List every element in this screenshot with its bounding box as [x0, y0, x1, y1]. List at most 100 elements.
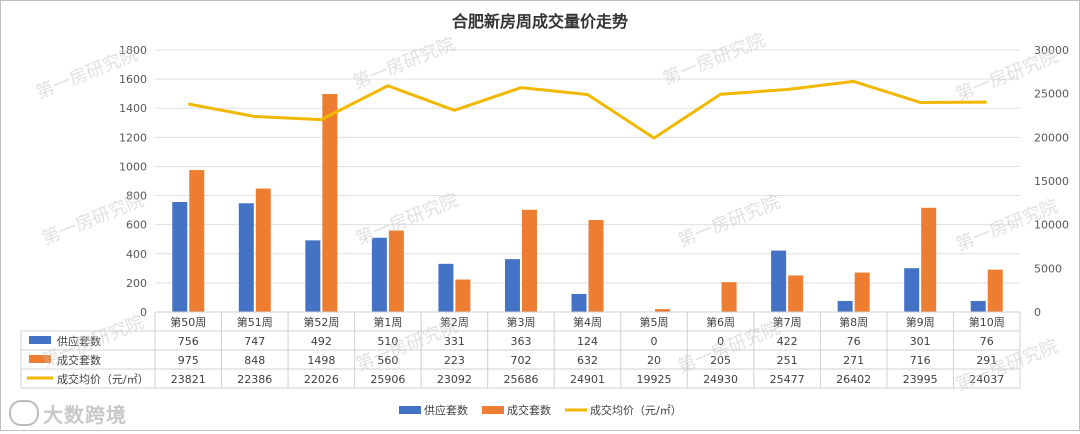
bar: [322, 93, 338, 312]
y-right-tick-label: 10000: [1034, 219, 1069, 232]
table-cell: 20: [647, 354, 661, 367]
watermark-logo-text: 大数跨境: [43, 402, 127, 427]
bar: [921, 207, 937, 312]
table-cell: 23092: [437, 373, 472, 386]
gridlines: [155, 49, 1020, 313]
table-cell: 492: [311, 335, 332, 348]
category-label: 第50周: [170, 315, 206, 329]
table-cell: 22386: [237, 373, 272, 386]
y-right-tick-label: 25000: [1034, 88, 1069, 101]
table-cell: 1498: [307, 354, 335, 367]
y-right-tick-label: 5000: [1034, 262, 1062, 275]
y-right-tick-label: 0: [1034, 306, 1041, 319]
table-cell: 0: [717, 335, 724, 348]
table-cell: 205: [710, 354, 731, 367]
category-label: 第8周: [839, 315, 868, 329]
y-left-tick-label: 1000: [119, 160, 147, 173]
y-left-tick-label: 1600: [119, 73, 147, 86]
bar: [987, 269, 1003, 312]
category-label: 第1周: [373, 315, 402, 329]
bar: [970, 300, 986, 312]
table-cell: 24901: [570, 373, 605, 386]
legend-label: 供应套数: [424, 403, 468, 417]
y-left-tick-label: 1200: [119, 131, 147, 144]
category-label: 第51周: [237, 315, 273, 329]
y-axis-left: 0 200 400 600 800 1000 1200 1400 1600 1800: [119, 44, 147, 319]
bar: [438, 263, 454, 312]
chart-title: 合肥新房周成交量价走势: [452, 12, 628, 31]
bar: [771, 250, 787, 312]
bar: [837, 300, 853, 312]
table-cell: 0: [651, 335, 658, 348]
legend-label: 成交套数: [507, 403, 551, 417]
bar: [521, 209, 537, 312]
category-label: 第3周: [506, 315, 535, 329]
data-table: 第50周 第51周 第52周 第1周 第2周 第3周 第4周 第5周 第6周 第7周 第8周 第9周 第…: [20, 311, 1021, 389]
bar: [788, 275, 804, 312]
y-left-tick-label: 600: [126, 219, 147, 232]
table-cell: 22026: [304, 373, 339, 386]
bar: [238, 203, 254, 312]
table-cell: 19925: [637, 373, 672, 386]
legend-swatch: [482, 406, 504, 414]
y-left-tick-label: 800: [126, 190, 147, 203]
y-axis-right: 0 5000 10000 15000 20000 25000 30000: [1034, 44, 1069, 319]
y-right-tick-label: 30000: [1034, 44, 1069, 57]
bar: [655, 309, 671, 312]
watermark-text: 第一房研究院: [953, 336, 1061, 396]
table-cell: 124: [577, 335, 598, 348]
table-cell: 848: [244, 354, 265, 367]
legend: 供应套数 成交套数 成交均价（元/㎡）: [399, 403, 682, 417]
table-cell: 25906: [370, 373, 405, 386]
table-cell: 510: [377, 335, 398, 348]
table-cell: 223: [444, 354, 465, 367]
watermark-text: 第一房研究院: [350, 34, 458, 94]
category-label: 第52周: [303, 315, 339, 329]
bar: [455, 279, 471, 312]
bar: [388, 230, 404, 312]
table-cell: 251: [777, 354, 798, 367]
category-label: 第9周: [906, 315, 935, 329]
category-label: 第4周: [573, 315, 602, 329]
bar: [172, 201, 188, 312]
bar: [371, 237, 387, 312]
y-left-tick-label: 400: [126, 248, 147, 261]
watermark-logo: 大数跨境: [9, 397, 127, 429]
table-cell: 25686: [503, 373, 538, 386]
bar: [571, 293, 587, 312]
legend-label: 成交均价（元/㎡）: [590, 403, 682, 417]
table-cell: 560: [377, 354, 398, 367]
table-cell: 363: [510, 335, 531, 348]
bar: [588, 220, 604, 312]
bar: [504, 259, 520, 312]
watermark-text: 第一房研究院: [660, 30, 768, 90]
table-cell: 76: [980, 335, 994, 348]
table-cell: 23995: [903, 373, 938, 386]
legend-swatch: [399, 406, 421, 414]
price-line: [187, 79, 987, 140]
table-series-label: 供应套数: [57, 334, 101, 348]
weibo-logo-icon: [9, 400, 39, 426]
table-cell: 756: [178, 335, 199, 348]
table-legend-swatch: [29, 355, 51, 363]
table-cell: 291: [976, 354, 997, 367]
y-left-tick-label: 1400: [119, 102, 147, 115]
category-label: 第5周: [640, 315, 669, 329]
table-cell: 271: [843, 354, 864, 367]
table-cell: 716: [910, 354, 931, 367]
table-cell: 23821: [171, 373, 206, 386]
table-cell: 25477: [770, 373, 805, 386]
bar: [721, 282, 737, 312]
table-cell: 422: [777, 335, 798, 348]
category-label: 第6周: [706, 315, 735, 329]
table-cell: 24037: [969, 373, 1004, 386]
bars: [172, 93, 1003, 312]
price-line-path: [187, 79, 987, 140]
y-left-tick-label: 1800: [119, 44, 147, 57]
y-left-tick-label: 200: [126, 277, 147, 290]
y-right-tick-label: 15000: [1034, 175, 1069, 188]
y-right-tick-label: 20000: [1034, 131, 1069, 144]
table-cell: 975: [178, 354, 199, 367]
